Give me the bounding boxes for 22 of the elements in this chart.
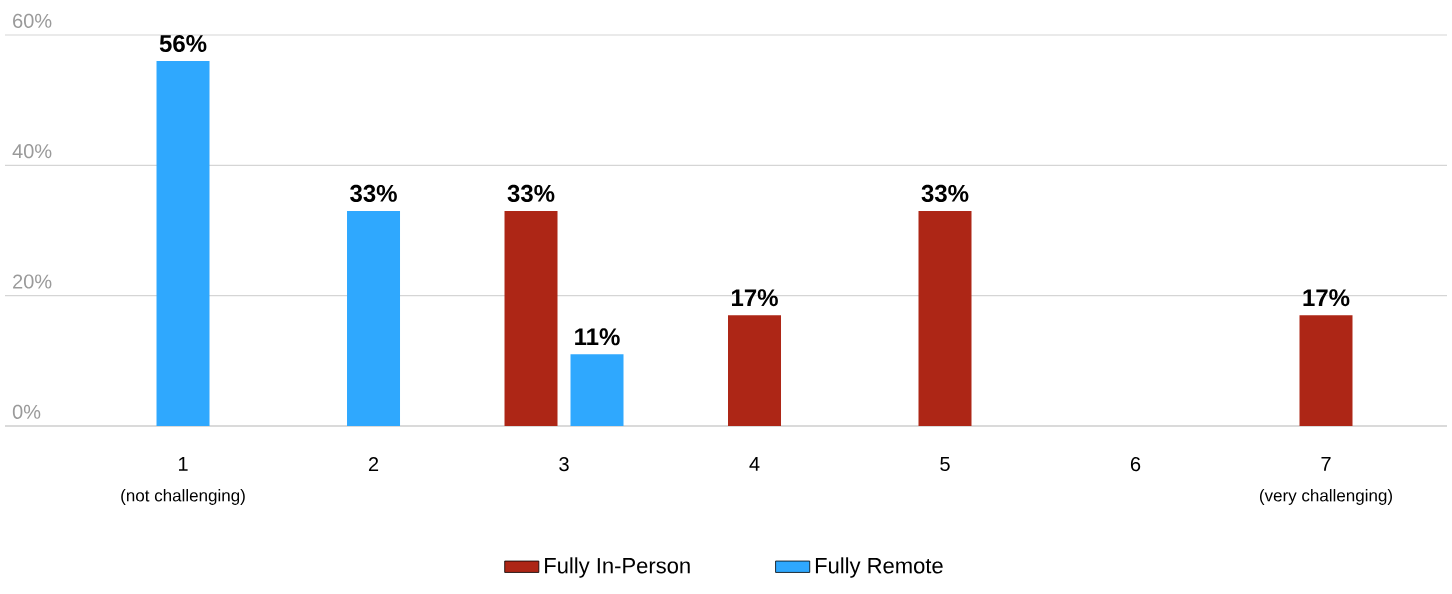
data-label: 17% bbox=[732, 289, 778, 307]
x-tick-label: 6 bbox=[1130, 457, 1141, 472]
text: (very challenging) bbox=[1259, 489, 1392, 505]
data-label: 33% bbox=[921, 184, 969, 202]
data-label: 33% bbox=[507, 184, 555, 202]
data-label: 33% bbox=[350, 184, 397, 202]
legend-label: Fully Remote bbox=[815, 557, 943, 578]
text: (not challenging) bbox=[121, 489, 245, 505]
data-label: 56% bbox=[159, 35, 207, 52]
y-tick-label: 40% bbox=[12, 144, 52, 159]
x-tick-label: 5 bbox=[940, 457, 950, 471]
y-tick-label: 60% bbox=[13, 13, 52, 28]
x-tick-label: 4 bbox=[749, 457, 760, 471]
x-tick-label: 2 bbox=[368, 457, 379, 472]
data-label: 17% bbox=[1303, 289, 1350, 307]
y-tick-label: 0% bbox=[12, 404, 41, 419]
x-tick-label: 7 bbox=[1321, 457, 1331, 471]
x-tick-label: 1 bbox=[178, 457, 188, 471]
data-label: 11% bbox=[575, 328, 620, 346]
y-tick-label: 20% bbox=[13, 274, 52, 289]
x-tick-label: 3 bbox=[559, 457, 569, 472]
legend-label: Fully In-Person bbox=[545, 557, 690, 578]
